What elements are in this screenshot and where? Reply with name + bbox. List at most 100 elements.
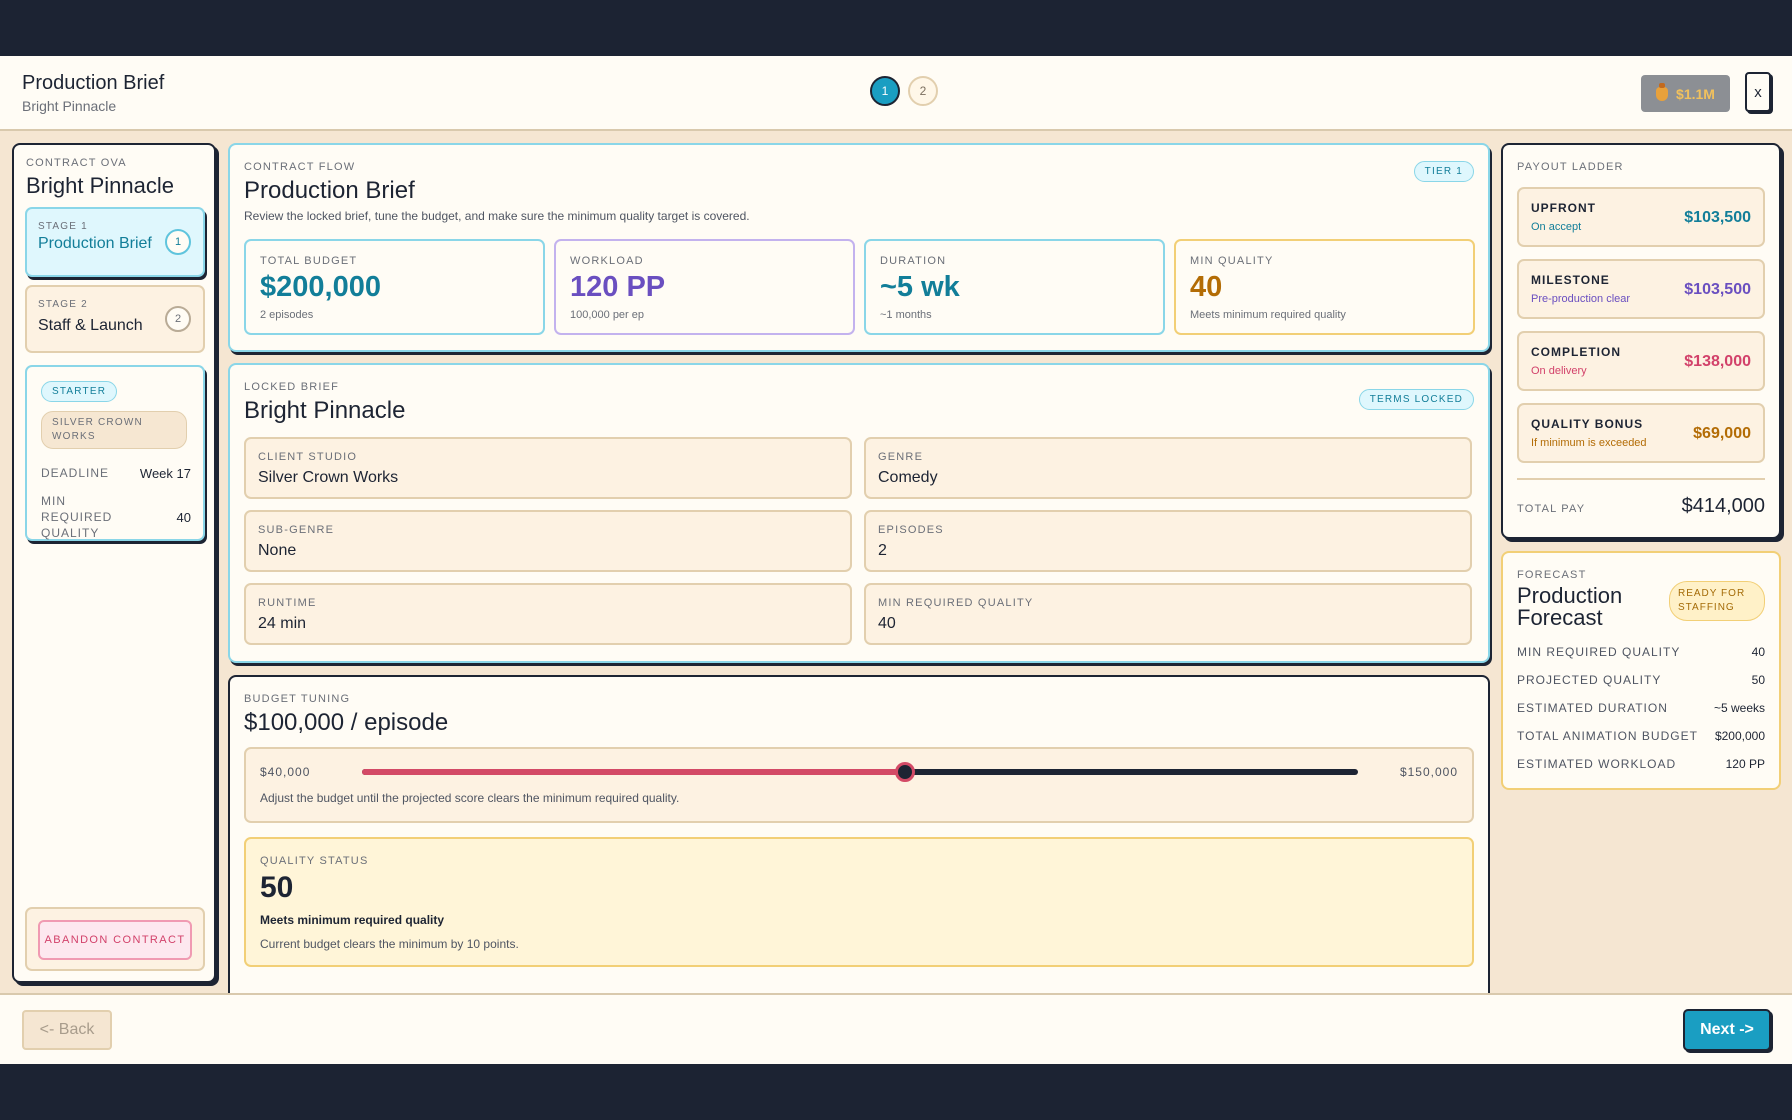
bottom-letterbox [0,1064,1792,1120]
forecast-row-value: ~5 weeks [1713,701,1765,715]
forecast-row-label: ESTIMATED DURATION [1517,701,1668,715]
field-value: Comedy [878,469,938,486]
quality-status-value: 50 [260,871,294,904]
sidebar-label: CONTRACT OVA [26,157,127,169]
payout-item-value: $103,500 [1684,281,1751,298]
stat-label: TOTAL BUDGET [260,255,358,267]
terms-locked-tag: TERMS LOCKED [1358,389,1474,410]
stage-number: 2 [165,306,191,332]
flow-title: Production Brief [244,177,415,204]
payout-item-value: $69,000 [1693,425,1751,442]
page-subtitle: Bright Pinnacle [22,98,117,114]
payout-item-value: $138,000 [1684,353,1751,370]
payout-item-label: COMPLETION [1531,345,1621,359]
field-label: MIN REQUIRED QUALITY [878,597,1034,609]
budget-label: BUDGET TUNING [244,693,351,705]
field-sub-genre: SUB-GENRE None [244,510,852,572]
field-label: GENRE [878,451,924,463]
stage-label: STAGE 1 [38,221,88,232]
stat-value: 120 PP [570,271,666,303]
step-1-indicator[interactable]: 1 [870,76,900,106]
stat-sub: 2 episodes [260,309,314,321]
money-bag-icon [1656,82,1669,101]
stat-sub: ~1 months [880,309,932,321]
stat-value: ~5 wk [880,271,960,303]
sidebar-title: Bright Pinnacle [26,173,174,198]
quality-status-label: QUALITY STATUS [260,855,369,867]
payout-quality-bonus: QUALITY BONUS If minimum is exceeded $69… [1517,403,1765,463]
slider-min-label: $40,000 [260,765,311,779]
next-button[interactable]: Next -> [1683,1009,1771,1051]
total-divider [1517,478,1765,480]
min-quality-label: MIN REQUIRED QUALITY [41,494,113,540]
stage-number: 1 [165,229,191,255]
stat-value: 40 [1190,271,1223,303]
footer: <- Back Next -> [0,993,1792,1064]
payout-item-sub: Pre-production clear [1531,293,1631,305]
brief-title: Bright Pinnacle [244,397,406,424]
production-forecast-card: FORECAST Production Forecast READY FOR S… [1501,551,1781,790]
stat-sub: Meets minimum required quality [1190,309,1346,321]
contract-flow-card: CONTRACT FLOW Production Brief TIER 1 Re… [228,143,1490,352]
flow-description: Review the locked brief, tune the budget… [244,209,750,223]
forecast-label: FORECAST [1517,569,1587,581]
sidebar-stage-2[interactable]: STAGE 2 Staff & Launch 2 [25,285,205,353]
payout-ladder-card: PAYOUT LADDER UPFRONT On accept $103,500… [1501,143,1781,539]
total-pay-label: TOTAL PAY [1517,503,1586,515]
budget-slider[interactable] [362,762,1358,782]
quality-status-text: Meets minimum required quality [260,913,445,927]
brief-label: LOCKED BRIEF [244,381,340,393]
payout-item-label: UPFRONT [1531,201,1596,215]
step-2-indicator[interactable]: 2 [908,76,938,106]
field-value: None [258,542,297,559]
payout-milestone: MILESTONE Pre-production clear $103,500 [1517,259,1765,319]
stat-sub: 100,000 per ep [570,309,645,321]
stat-label: WORKLOAD [570,255,644,267]
forecast-row-value: 40 [1751,645,1765,659]
field-value: Silver Crown Works [258,469,399,486]
field-value: 40 [878,615,896,632]
deadline-row: DEADLINE Week 17 [41,465,191,481]
forecast-title: Production Forecast [1517,583,1623,630]
forecast-row: TOTAL ANIMATION BUDGET $200,000 [1517,729,1765,743]
page-title: Production Brief [22,72,165,94]
forecast-row-label: PROJECTED QUALITY [1517,673,1662,687]
field-episodes: EPISODES 2 [864,510,1472,572]
stat-min-quality: MIN QUALITY 40 Meets minimum required qu… [1174,239,1475,335]
field-genre: GENRE Comedy [864,437,1472,499]
forecast-row: MIN REQUIRED QUALITY 40 [1517,645,1765,659]
back-button[interactable]: <- Back [22,1010,112,1050]
close-button[interactable]: x [1745,72,1771,112]
field-label: SUB-GENRE [258,524,335,536]
tier-chip: STARTER [41,381,118,402]
slider-fill [362,769,906,775]
budget-slider-box: $40,000 $150,000 Adjust the budget until… [244,747,1474,823]
field-client-studio: CLIENT STUDIO Silver Crown Works [244,437,852,499]
forecast-row: ESTIMATED WORKLOAD 120 PP [1517,757,1765,771]
budget-tuning-card: BUDGET TUNING $100,000 / episode $40,000… [228,675,1490,993]
min-quality-row: MIN REQUIRED QUALITY 40 [41,493,191,541]
field-runtime: RUNTIME 24 min [244,583,852,645]
tier-tag: TIER 1 [1413,161,1474,182]
forecast-row-value: $200,000 [1714,729,1765,743]
payout-item-sub: On accept [1531,221,1582,233]
abandon-container: ABANDON CONTRACT [25,907,205,971]
stat-label: MIN QUALITY [1190,255,1274,267]
payout-item-label: QUALITY BONUS [1531,417,1644,431]
studio-chip: SILVER CROWN WORKS [41,411,187,449]
flow-label: CONTRACT FLOW [244,161,356,173]
stat-workload: WORKLOAD 120 PP 100,000 per ep [554,239,855,335]
quality-status-box: QUALITY STATUS 50 Meets minimum required… [244,837,1474,967]
payout-label: PAYOUT LADDER [1517,161,1624,173]
field-label: RUNTIME [258,597,317,609]
abandon-contract-button[interactable]: ABANDON CONTRACT [38,920,192,960]
contract-sidebar: CONTRACT OVA Bright Pinnacle STAGE 1 Pro… [12,143,216,983]
locked-brief-card: LOCKED BRIEF Bright Pinnacle TERMS LOCKE… [228,363,1490,663]
slider-thumb[interactable] [895,762,916,782]
slider-hint: Adjust the budget until the projected sc… [260,791,680,805]
payout-item-sub: If minimum is exceeded [1531,437,1647,449]
deadline-label: DEADLINE [41,466,110,480]
sidebar-stage-1[interactable]: STAGE 1 Production Brief 1 [25,207,205,277]
forecast-row-label: MIN REQUIRED QUALITY [1517,645,1681,659]
field-min-required-quality: MIN REQUIRED QUALITY 40 [864,583,1472,645]
